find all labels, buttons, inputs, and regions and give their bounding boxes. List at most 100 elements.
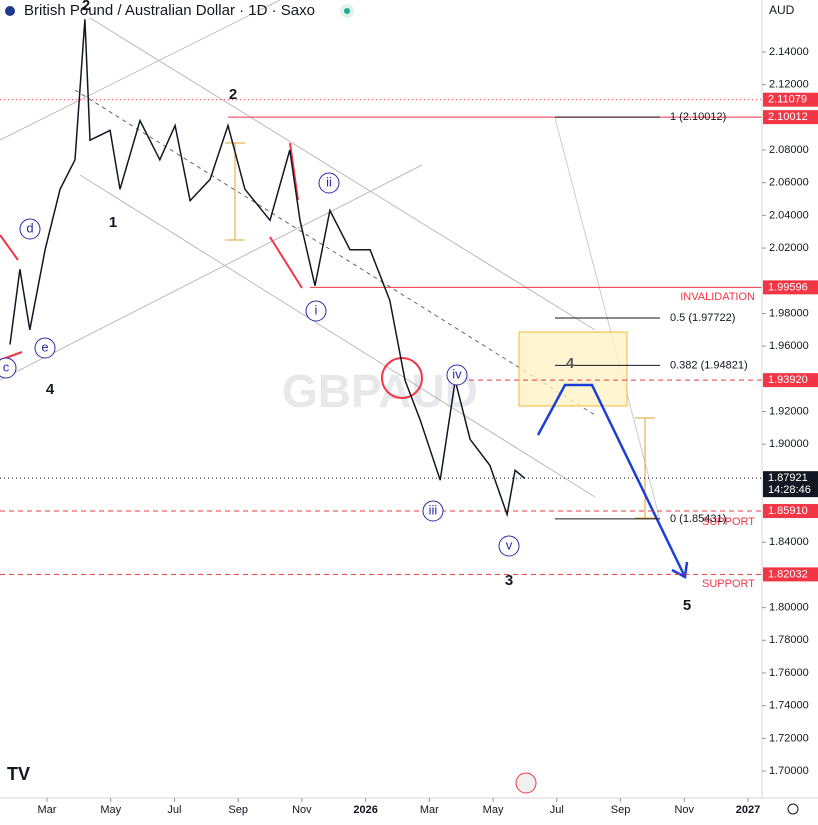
y-tick-label: 1.80000 [769,602,809,614]
wave-label: 2 [229,86,237,103]
wave-circle [0,357,17,379]
price-tag-label: 2.10012 [768,111,808,123]
x-tick-label: Jul [550,804,564,816]
wave-circle [19,218,41,240]
wave-label: iii [429,502,438,517]
y-tick-label: 1.72000 [769,732,809,744]
wave-label: iv [452,366,462,381]
x-tick-label: Sep [228,804,248,816]
price-tag [763,92,818,107]
countdown: 14:28:46 [768,484,811,496]
wave-circle [422,500,444,522]
fib-line [554,117,661,521]
fib-label: 0 (1.85431) [670,513,726,525]
price-tag-label: 1.87921 [768,472,808,484]
y-tick-label: 1.96000 [769,340,809,352]
wave-circle [34,337,56,359]
price-tag [763,471,818,498]
projection [536,383,689,579]
price-tag [763,280,818,295]
price-tag [763,110,818,125]
price-tag-label: 1.93920 [768,374,808,386]
y-tick-label: 2.08000 [769,144,809,156]
y-tick-label: 1.78000 [769,634,809,646]
channel-line [0,164,423,381]
x-tick-label: Sep [611,804,631,816]
wave-labels: 2 2 1 4 d c e i ii iii iv v 3 4 5 [0,0,691,614]
y-tick-label: 2.14000 [769,46,809,58]
wave-label: ii [326,174,332,189]
y-tick-label: 2.02000 [769,242,809,254]
x-tick-label: 2026 [353,804,377,816]
y-tick-label: 2.04000 [769,209,809,221]
price-tag [763,567,818,582]
flag-icon [5,6,15,16]
chart-title: British Pound / Australian Dollar · 1D ·… [24,2,315,19]
y-tick-label: 1.70000 [769,765,809,777]
flag-icon[interactable] [515,772,537,794]
wave-circle [498,535,520,557]
y-tick-label: 2.12000 [769,79,809,91]
drawings [0,0,762,579]
wave-label: v [506,537,513,552]
annotation: SUPPORT [702,516,755,528]
price-tag-label: 1.82032 [768,568,808,580]
y-tick-label: 1.90000 [769,438,809,450]
channel-line [79,174,596,498]
y-tick-label: 1.76000 [769,667,809,679]
y-tick-label: 1.92000 [769,405,809,417]
wave-circle [305,300,327,322]
y-tick-label: 1.98000 [769,307,809,319]
wave-circle [446,364,468,386]
wave-label: 3 [505,572,513,589]
watermark: GBPAUD [282,365,478,417]
y-tick-label: 1.74000 [769,700,809,712]
price-tag-label: 1.99596 [768,281,808,293]
x-tick-label: Nov [292,804,312,816]
wave-label: 4 [566,355,575,372]
x-tick-label: May [100,804,121,816]
price-tag-label: 2.11079 [768,94,807,106]
wave-label: 2 [82,0,90,14]
channel-line [89,17,596,331]
price-tag [763,373,818,388]
annotation: INVALIDATION [680,291,755,303]
logo[interactable]: TV [7,764,30,784]
wave-label: i [315,302,318,317]
x-tick-label: May [483,804,504,816]
status-dot [344,8,350,14]
fib-label: 0.5 (1.97722) [670,312,735,324]
settings-icon[interactable] [787,803,799,815]
price-line [9,19,526,518]
price-axis [762,0,818,798]
target-box [518,331,628,407]
wave-label: 4 [46,381,55,398]
x-tick-label: Mar [420,804,439,816]
fib-label: 0.382 (1.94821) [670,359,748,371]
wave-line [0,142,303,361]
price-tag-label: 1.85910 [768,505,808,517]
wave-label: e [41,339,48,354]
y-tick-label: 1.84000 [769,536,809,548]
x-tick-label: 2027 [736,804,760,816]
fib-label: 1 (2.10012) [670,111,726,123]
x-tick-label: Nov [674,804,694,816]
x-tick-label: Jul [167,804,181,816]
price-tag [763,504,818,519]
annotation: SUPPORT [702,578,755,590]
wave-label: 1 [109,214,117,231]
y-tick-label: 2.06000 [769,177,809,189]
trend-line [74,89,596,416]
x-tick-label: Mar [38,804,57,816]
wave-label: c [3,359,10,374]
wave-label: 5 [683,597,691,614]
currency[interactable]: AUD [769,3,795,17]
measure [635,417,655,519]
highlight-circle [381,357,423,399]
wave-circle [318,172,340,194]
wave-label: d [26,220,33,235]
channel-line [0,0,281,141]
measure [225,142,245,241]
